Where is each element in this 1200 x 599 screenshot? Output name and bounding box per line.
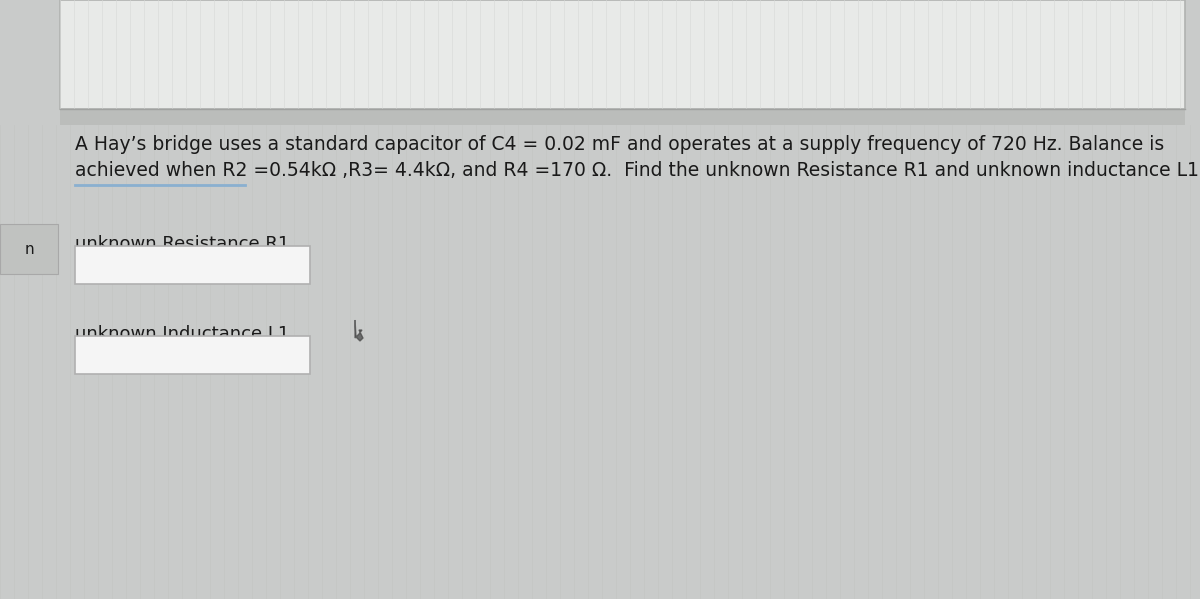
FancyBboxPatch shape (74, 336, 310, 374)
Text: unknown Resistance R1: unknown Resistance R1 (74, 235, 289, 253)
Text: A Hay’s bridge uses a standard capacitor of C4 = 0.02 mF and operates at a suppl: A Hay’s bridge uses a standard capacitor… (74, 135, 1164, 153)
Polygon shape (355, 320, 364, 341)
Text: achieved when R2 =0.54kΩ ,R3= 4.4kΩ, and R4 =170 Ω.  Find the unknown Resistance: achieved when R2 =0.54kΩ ,R3= 4.4kΩ, and… (74, 162, 1200, 180)
Text: n: n (24, 241, 34, 256)
Text: unknown Inductance L1: unknown Inductance L1 (74, 325, 289, 343)
FancyBboxPatch shape (60, 109, 1186, 125)
FancyBboxPatch shape (60, 0, 1186, 109)
FancyBboxPatch shape (0, 224, 58, 274)
FancyBboxPatch shape (74, 246, 310, 284)
